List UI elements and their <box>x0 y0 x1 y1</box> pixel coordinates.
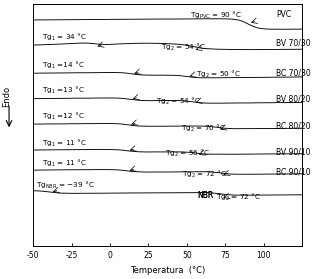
Text: Tg$_2$ = 56 °C: Tg$_2$ = 56 °C <box>165 148 210 159</box>
Text: Tg$_1$ =13 °C: Tg$_1$ =13 °C <box>42 85 85 97</box>
Text: Tg$_1$ =14 °C: Tg$_1$ =14 °C <box>42 60 85 71</box>
Text: NBR: NBR <box>197 191 214 199</box>
Text: Tg$_1$ = 11 °C: Tg$_1$ = 11 °C <box>42 138 87 149</box>
Text: Tg$_1$ =12 °C: Tg$_1$ =12 °C <box>42 111 85 122</box>
Text: BV 80/20: BV 80/20 <box>276 94 310 103</box>
Text: BC 70/30: BC 70/30 <box>276 69 311 78</box>
Text: Tg$_2$ = 54 °C: Tg$_2$ = 54 °C <box>156 96 201 107</box>
Text: Tg$_2$ = 72 °C: Tg$_2$ = 72 °C <box>216 191 261 203</box>
X-axis label: Temperatura  (°C): Temperatura (°C) <box>130 266 205 275</box>
Text: BV 70/30: BV 70/30 <box>276 39 310 48</box>
Text: Tg$_{\rm PVC}$ = 90 °C: Tg$_{\rm PVC}$ = 90 °C <box>190 10 242 21</box>
Text: BC 90/10: BC 90/10 <box>276 167 310 176</box>
Text: Tg$_2$ = 54 °C: Tg$_2$ = 54 °C <box>161 42 206 53</box>
Text: Tg$_1$ = 11 °C: Tg$_1$ = 11 °C <box>42 158 87 169</box>
Text: BV 90/10: BV 90/10 <box>276 147 310 157</box>
Text: Tg$_{\rm NBR}$ = $-$39 °C: Tg$_{\rm NBR}$ = $-$39 °C <box>36 180 95 191</box>
Text: BC 80/20: BC 80/20 <box>276 121 310 130</box>
Text: Tg$_2$ = 70 °C: Tg$_2$ = 70 °C <box>181 123 226 134</box>
Text: Tg$_2$ = 72 °C: Tg$_2$ = 72 °C <box>182 169 227 180</box>
Text: Tg$_1$ = 34 °C: Tg$_1$ = 34 °C <box>42 32 87 43</box>
Text: NBR: NBR <box>197 191 214 199</box>
Text: Tg$_2$ = 50 °C: Tg$_2$ = 50 °C <box>196 69 241 80</box>
Text: PVC: PVC <box>276 10 291 19</box>
Text: Endo: Endo <box>2 86 11 107</box>
